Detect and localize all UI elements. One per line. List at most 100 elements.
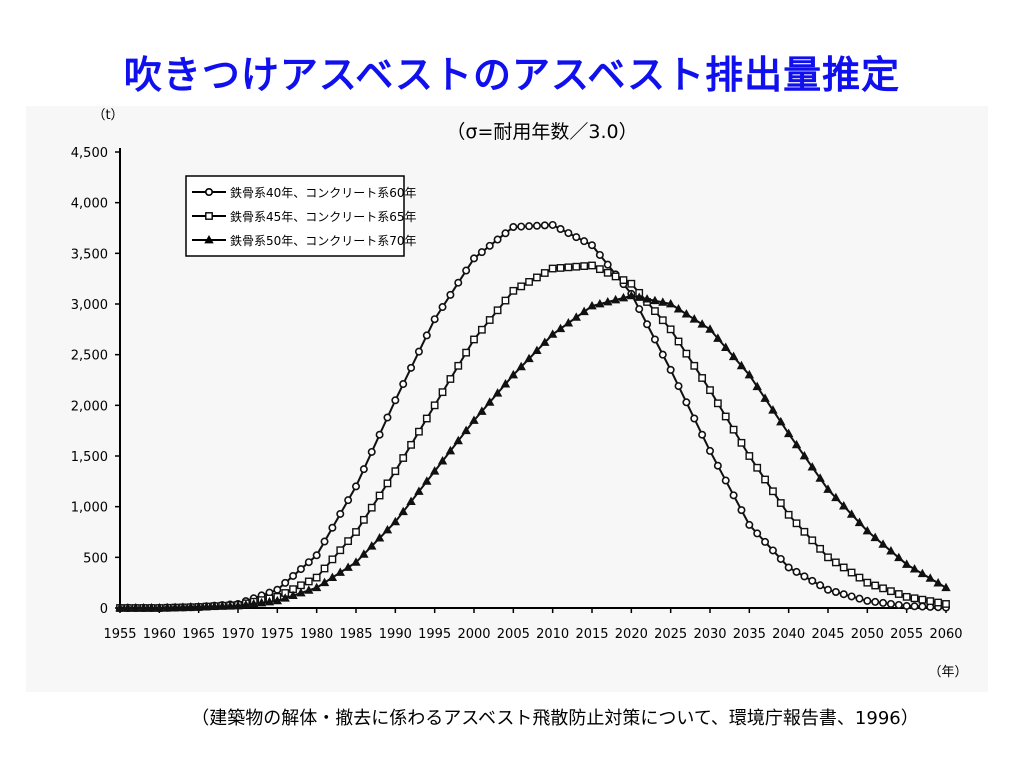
data-point-square — [737, 438, 746, 447]
data-point-triangle — [736, 360, 747, 370]
data-point-square — [816, 544, 825, 553]
data-point-square — [399, 454, 408, 462]
data-point-square — [470, 335, 478, 344]
data-point-triangle — [193, 601, 204, 611]
data-point-square — [808, 536, 817, 545]
data-point-triangle — [138, 602, 149, 612]
data-point-circle — [698, 430, 707, 439]
data-point-circle — [674, 382, 683, 391]
y-tick-label: 0 — [100, 602, 108, 617]
axes: 0 500 1,000 1,500 2,000 2,500 3,000 3,500 4,000 4… — [71, 146, 963, 642]
x-tick-label: 1990 — [379, 627, 412, 642]
data-point-square — [407, 440, 415, 449]
data-point-square — [352, 528, 360, 536]
data-point-triangle — [304, 585, 314, 594]
data-point-circle — [312, 551, 321, 560]
x-tick-label: 1960 — [143, 627, 176, 642]
x-axis-unit-label: （年） — [928, 665, 967, 680]
data-point-square — [658, 316, 667, 325]
data-point-triangle — [603, 296, 613, 306]
data-point-triangle — [398, 506, 408, 516]
data-point-triangle — [650, 295, 660, 305]
chart-subtitle: （σ=耐用年数／3.0） — [446, 121, 637, 143]
data-point-square — [595, 265, 604, 274]
x-tick-label: 1985 — [339, 627, 372, 642]
data-point-triangle — [319, 577, 330, 587]
asbestos-emission-chart: 0 500 1,000 1,500 2,000 2,500 3,000 3,500 4,000 4… — [71, 108, 968, 680]
data-point-triangle — [209, 601, 220, 610]
x-tick-label: 2025 — [654, 627, 687, 642]
data-point-triangle — [429, 466, 440, 475]
data-point-square — [336, 546, 345, 555]
data-point-square — [934, 598, 943, 607]
data-point-square — [863, 578, 872, 587]
data-point-square — [918, 595, 927, 604]
data-point-triangle — [374, 533, 385, 542]
data-point-triangle — [461, 425, 471, 435]
data-point-square — [367, 503, 376, 512]
data-point-triangle — [146, 602, 157, 612]
data-point-circle — [564, 229, 573, 238]
data-point-triangle — [123, 602, 133, 612]
data-point-triangle — [610, 294, 621, 304]
data-point-triangle — [642, 294, 652, 303]
data-point-square — [706, 386, 714, 395]
data-point-triangle — [587, 301, 597, 310]
data-point-triangle — [516, 361, 526, 371]
data-point-circle — [595, 250, 604, 259]
x-tick-label: 2010 — [536, 627, 569, 642]
data-point-square — [745, 452, 754, 460]
data-point-square — [800, 527, 809, 536]
data-point-circle — [509, 222, 518, 231]
data-point-triangle — [681, 309, 692, 318]
data-point-square — [713, 399, 722, 408]
data-point-triangle — [170, 602, 180, 611]
data-point-triangle — [815, 473, 825, 482]
data-point-triangle — [204, 234, 214, 244]
data-point-circle — [493, 235, 502, 244]
data-point-circle — [745, 520, 754, 529]
data-point-square — [493, 306, 502, 315]
data-point-triangle — [799, 450, 810, 460]
data-point-triangle — [689, 314, 699, 323]
data-point-triangle — [500, 379, 511, 388]
data-point-circle — [328, 523, 337, 532]
data-point-triangle — [862, 525, 873, 535]
data-point-triangle — [508, 369, 519, 379]
data-point-circle — [894, 600, 903, 609]
legend-entry-label: 鉄骨系40年、コンクリート系60年 — [230, 185, 417, 200]
data-point-triangle — [272, 595, 283, 605]
data-point-square — [603, 268, 612, 277]
data-point-circle — [737, 506, 746, 515]
data-point-circle — [454, 278, 463, 287]
data-point-triangle — [626, 290, 637, 300]
data-point-circle — [375, 430, 384, 439]
data-point-triangle — [217, 601, 227, 610]
chart-legend: 鉄骨系40年、コンクリート系60年鉄骨系45年、コンクリート系65年鉄骨系50年… — [185, 175, 417, 257]
data-point-circle — [414, 347, 423, 356]
data-point-triangle — [823, 484, 833, 493]
x-tick-label: 2060 — [929, 627, 962, 642]
data-point-triangle — [311, 582, 322, 592]
data-point-circle — [587, 241, 596, 250]
data-point-triangle — [414, 486, 424, 495]
data-point-triangle — [485, 397, 495, 406]
data-point-circle — [902, 601, 911, 610]
data-point-triangle — [492, 388, 503, 397]
data-point-square — [540, 269, 549, 277]
data-point-circle — [635, 305, 644, 314]
data-point-square — [548, 264, 557, 273]
data-point-square — [831, 558, 840, 567]
data-point-triangle — [618, 292, 629, 302]
data-point-circle — [713, 461, 722, 470]
data-point-circle — [682, 398, 691, 407]
data-point-triangle — [445, 445, 456, 455]
data-point-triangle — [901, 559, 912, 568]
y-tick-label: 1,000 — [71, 501, 108, 516]
data-point-triangle — [634, 292, 644, 301]
series-path — [120, 294, 947, 609]
data-point-square — [320, 564, 329, 573]
data-point-square — [297, 581, 305, 590]
data-point-triangle — [115, 602, 125, 612]
data-point-square — [784, 510, 793, 519]
